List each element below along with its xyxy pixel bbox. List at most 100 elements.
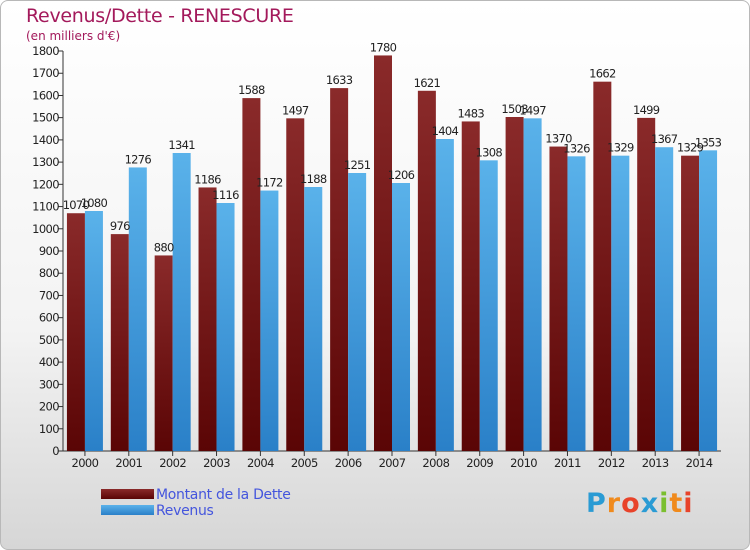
data-label-dette: 976	[110, 219, 130, 233]
legend-swatch-dette	[101, 489, 154, 499]
y-tick-label: 0	[52, 444, 59, 458]
logo-letter: r	[606, 488, 622, 519]
x-tick-label: 2010	[510, 456, 537, 470]
bar-dette	[461, 121, 480, 451]
data-label-dette: 1070	[63, 198, 90, 212]
data-label-revenus: 1276	[125, 152, 152, 166]
bar-dette	[110, 234, 129, 451]
bar-dette	[286, 118, 305, 451]
data-label-dette: 1497	[282, 103, 309, 117]
x-tick-label: 2011	[554, 456, 581, 470]
data-label-revenus: 1404	[432, 124, 459, 138]
data-label-revenus: 1367	[651, 132, 678, 146]
data-label-revenus: 1326	[563, 141, 590, 155]
y-tick-label: 1200	[32, 177, 59, 191]
bar-dette	[330, 88, 349, 451]
y-tick-label: 800	[39, 266, 59, 280]
y-tick-label: 1000	[32, 222, 59, 236]
data-label-revenus: 1497	[519, 103, 546, 117]
bar-revenus	[392, 183, 410, 451]
data-label-dette: 1483	[457, 106, 484, 120]
y-tick-label: 600	[39, 311, 59, 325]
y-tick-label: 500	[39, 333, 59, 347]
x-tick-label: 2004	[247, 456, 274, 470]
logo-letter: i	[659, 488, 670, 519]
bar-revenus	[611, 155, 630, 451]
data-label-dette: 1621	[414, 76, 441, 90]
data-label-dette: 1503	[501, 102, 528, 116]
data-label-revenus: 1116	[212, 188, 239, 202]
y-tick-label: 700	[39, 288, 59, 302]
bar-dette	[593, 81, 612, 452]
bar-revenus	[172, 153, 191, 451]
data-label-dette: 1329	[677, 141, 704, 155]
data-label-dette: 880	[154, 240, 174, 254]
y-tick-label: 1300	[32, 155, 59, 169]
bar-dette	[242, 98, 261, 451]
x-tick-label: 2014	[686, 456, 713, 470]
logo-letter: P	[586, 488, 607, 519]
data-label-revenus: 1206	[388, 168, 415, 182]
bar-revenus	[655, 147, 674, 451]
y-tick-label: 200	[39, 400, 59, 414]
y-tick-label: 1600	[32, 88, 59, 102]
data-label-revenus: 1308	[475, 145, 502, 159]
bar-dette	[374, 55, 392, 451]
x-tick-label: 2009	[466, 456, 493, 470]
logo-letter: o	[621, 488, 641, 519]
bar-dette	[681, 155, 700, 451]
y-tick-label: 1100	[32, 200, 59, 214]
logo-letter: i	[683, 488, 694, 519]
data-label-revenus: 1329	[607, 141, 634, 155]
legend-swatch-revenus	[101, 505, 154, 515]
bar-revenus	[260, 190, 279, 452]
y-tick-label: 1700	[32, 66, 59, 80]
bar-dette	[66, 213, 85, 451]
data-label-dette: 1633	[326, 73, 353, 87]
bar-dette	[637, 117, 656, 451]
bar-dette	[549, 146, 568, 452]
bar-revenus	[523, 118, 542, 451]
bar-revenus	[348, 173, 367, 451]
x-tick-label: 2007	[379, 456, 406, 470]
x-tick-label: 2008	[422, 456, 449, 470]
y-tick-label: 1500	[32, 111, 59, 125]
data-label-dette: 1662	[589, 67, 616, 81]
chart-subtitle: (en milliers d'€)	[26, 29, 121, 43]
bar-dette	[505, 117, 524, 451]
bar-dette	[417, 90, 436, 452]
bar-revenus	[435, 139, 454, 451]
bar-revenus	[567, 156, 586, 452]
proxiti-logo: Proxiti	[586, 488, 694, 519]
legend-label-dette: Montant de la Dette	[156, 487, 291, 503]
data-label-revenus: 1341	[168, 138, 195, 152]
legend-label-revenus: Revenus	[156, 503, 214, 519]
x-tick-label: 2005	[291, 456, 318, 470]
bar-revenus	[216, 203, 235, 451]
x-tick-label: 2006	[335, 456, 362, 470]
y-tick-label: 400	[39, 355, 59, 369]
y-tick-label: 300	[39, 377, 59, 391]
logo-letter: x	[640, 488, 660, 519]
data-label-dette: 1186	[194, 172, 221, 186]
data-label-revenus: 1251	[344, 158, 371, 172]
y-tick-label: 1800	[32, 44, 59, 58]
bar-dette	[154, 255, 173, 451]
x-tick-label: 2003	[203, 456, 230, 470]
data-label-revenus: 1172	[256, 176, 283, 190]
bar-dette	[198, 187, 217, 451]
bar-revenus	[699, 150, 718, 452]
x-tick-label: 2002	[159, 456, 186, 470]
y-tick-label: 900	[39, 244, 59, 258]
bar-revenus	[479, 160, 498, 452]
data-label-dette: 1370	[545, 132, 572, 146]
x-tick-label: 2000	[71, 456, 98, 470]
y-tick-label: 1400	[32, 133, 59, 147]
bar-revenus	[304, 187, 323, 451]
bar-revenus	[84, 211, 103, 451]
chart-title: Revenus/Dette - RENESCURE	[26, 5, 294, 27]
data-label-dette: 1780	[370, 40, 397, 54]
logo-letter: t	[669, 488, 684, 519]
